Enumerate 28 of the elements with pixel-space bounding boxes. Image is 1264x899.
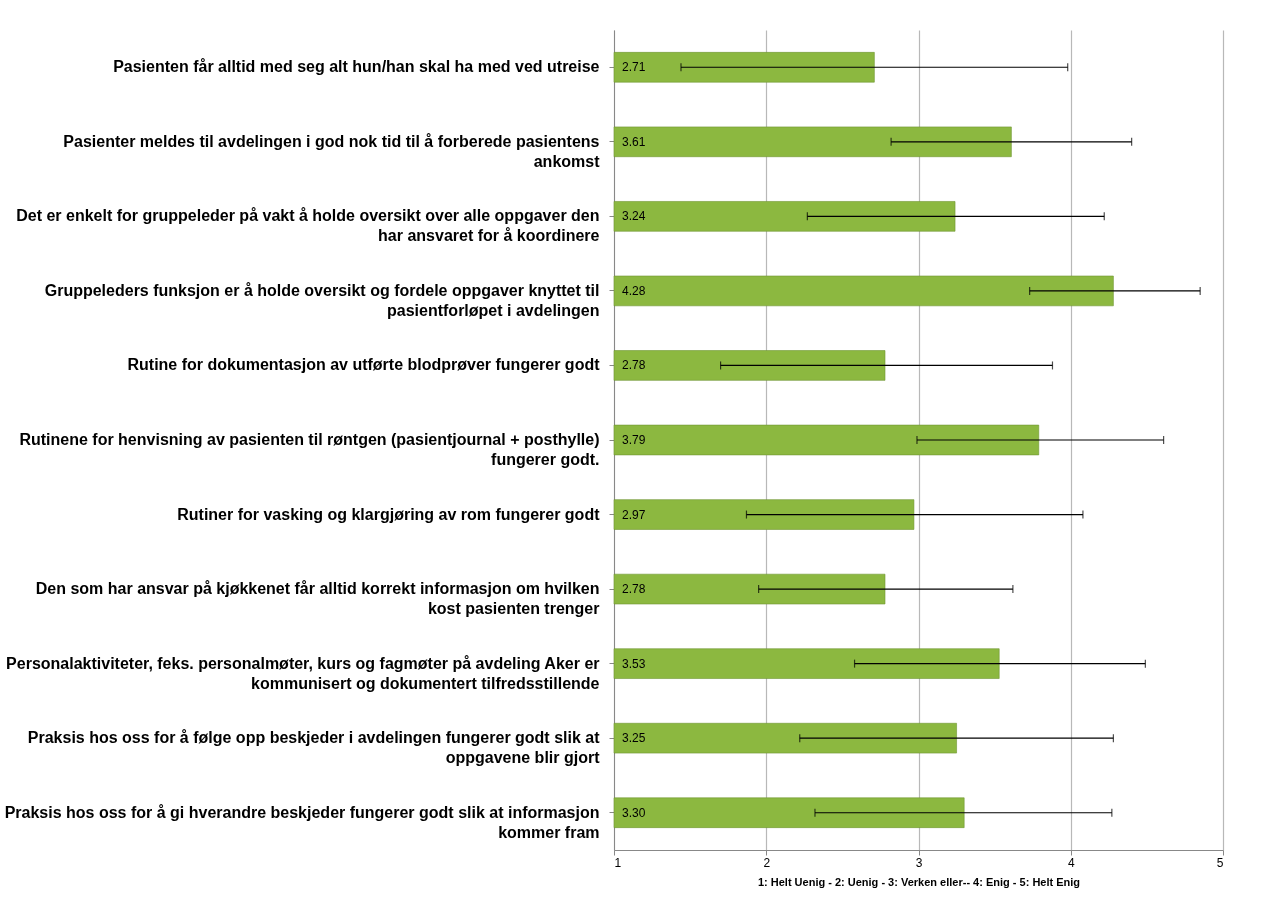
y-tick-label: Rutiner for vasking og klargjøring av rom fungerer godt: [177, 505, 601, 523]
y-tick-label: Rutinene for henvisning av pasienten til røntgen (pasientjournal + posthylle) fungerer godt.: [19, 431, 600, 468]
y-tick-label: Personalaktiviteter, feks. personalmøter, kurs og fagmøter på avdeling Aker er kommunisert og dokumentert tilfredsstillende: [6, 654, 600, 692]
x-tick-label: 4: [1067, 855, 1075, 870]
y-tick-label: Praksis hos oss for å gi hverandre beskjeder fungerer godt slik at informasjon kommer fram: [4, 803, 600, 841]
data-label: 3.24: [622, 209, 646, 224]
data-label: 4.28: [622, 283, 646, 298]
data-label: 2.78: [622, 358, 646, 373]
y-tick-label: Gruppeleders funksjon er å holde oversikt og fordele oppgaver knyttet til pasientforløpet i avdelingen: [44, 281, 600, 319]
x-tick-label: 1: [614, 855, 622, 870]
y-tick-label: Rutine for dokumentasjon av utførte blodprøver fungerer godt: [127, 356, 601, 374]
x-tick-label: 3: [915, 855, 923, 870]
y-tick-label: Pasienten får alltid med seg alt hun/han skal ha med ved utreise: [113, 58, 600, 76]
y-tick-label: Pasienter meldes til avdelingen i god nok tid til å forberede pasientens ankomst: [63, 132, 601, 170]
y-tick-label: Praksis hos oss for å følge opp beskjeder i avdelingen fungerer godt slik at oppgavene blir gjort: [27, 729, 601, 767]
data-label: 3.30: [622, 805, 646, 820]
y-tick-label: Det er enkelt for gruppeleder på vakt å holde oversikt over alle oppgaver den har ansvaret for å koordinere: [16, 207, 600, 245]
data-label: 2.71: [622, 60, 646, 75]
data-label: 3.25: [622, 731, 646, 746]
x-axis-title: 1: Helt Uenig - 2: Uenig - 3: Verken eller-- 4: Enig - 5: Helt Enig: [757, 875, 1081, 888]
data-label: 3.61: [622, 134, 646, 149]
data-label: 2.97: [622, 507, 646, 522]
data-label: 3.79: [622, 433, 646, 447]
y-tick-label: Den som har ansvar på kjøkkenet får alltid korrekt informasjon om hvilken kost pasienten trenger: [35, 580, 600, 618]
data-label: 3.53: [622, 656, 646, 671]
data-label: 2.78: [622, 582, 646, 597]
x-tick-label: 5: [1216, 855, 1224, 870]
x-tick-label: 2: [763, 855, 771, 870]
